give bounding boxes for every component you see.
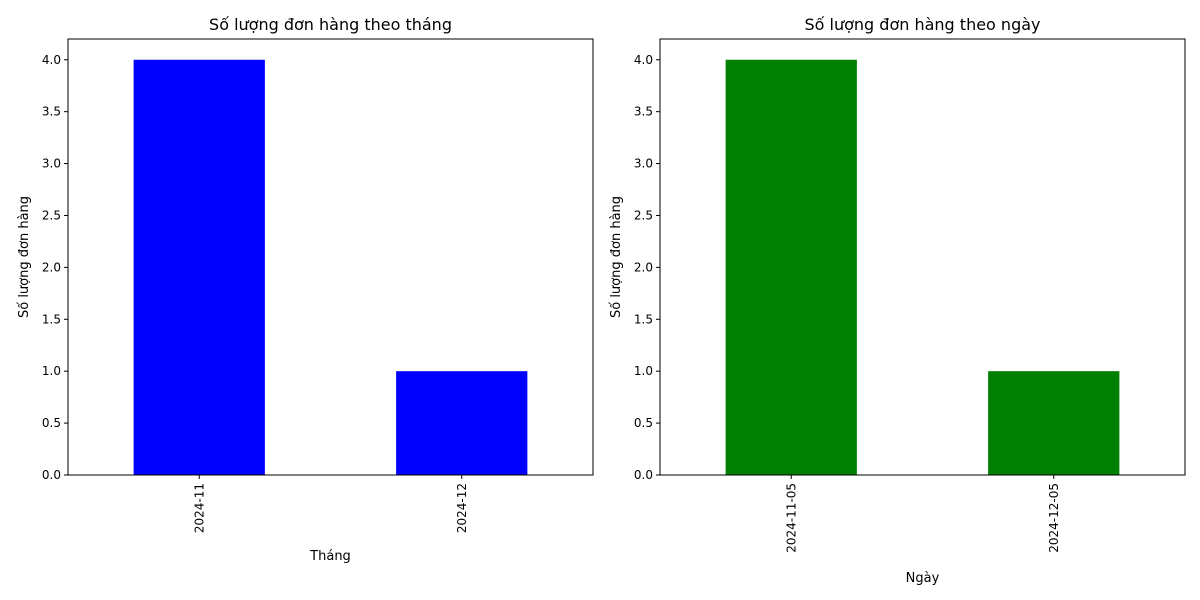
y-axis-label: Số lượng đơn hàng	[17, 196, 32, 318]
chart-title: Số lượng đơn hàng theo tháng	[209, 15, 452, 34]
y-tick-label: 1.0	[42, 364, 61, 378]
bar-2024-11-05	[725, 59, 857, 476]
x-tick-label: 2024-11	[192, 483, 206, 533]
chart-orders-by-day: 0.0 0.5 1.0 1.5 2.0 2.5 3.0 3.5 4.0 2024-11-05 202…	[609, 15, 1186, 586]
plot-frame	[659, 38, 1186, 476]
y-axis-label: Số lượng đơn hàng	[609, 196, 624, 318]
plot-frame	[67, 38, 594, 476]
x-tick-label: 2024-12	[455, 483, 469, 533]
chart-orders-by-month: 0.0 0.5 1.0 1.5 2.0 2.5 3.0 3.5 4.0 2024-11 2024-1…	[17, 15, 594, 564]
y-tick-label: 1.5	[634, 312, 653, 326]
x-tick-label: 2024-11-05	[784, 483, 798, 553]
y-tick-label: 4.0	[42, 53, 61, 67]
y-tick-label: 2.0	[42, 260, 61, 274]
y-tick-label: 3.0	[42, 157, 61, 171]
y-tick-label: 1.5	[42, 312, 61, 326]
y-tick-label: 0.0	[634, 468, 653, 482]
y-tick-label: 2.5	[42, 208, 61, 222]
bar-2024-11	[133, 59, 265, 476]
x-axis-label: Tháng	[309, 549, 351, 564]
y-tick-label: 1.0	[634, 364, 653, 378]
y-tick-label: 3.5	[634, 105, 653, 119]
y-tick-label: 0.5	[42, 416, 61, 430]
y-tick-label: 0.0	[42, 468, 61, 482]
chart-title: Số lượng đơn hàng theo ngày	[805, 15, 1041, 34]
x-tick-label: 2024-12-05	[1047, 483, 1061, 553]
y-tick-label: 4.0	[634, 53, 653, 67]
bar-2024-12	[396, 371, 528, 475]
bar-2024-12-05	[988, 371, 1120, 475]
y-tick-label: 3.5	[42, 105, 61, 119]
y-tick-label: 2.5	[634, 208, 653, 222]
y-tick-label: 0.5	[634, 416, 653, 430]
y-tick-label: 2.0	[634, 260, 653, 274]
y-tick-label: 3.0	[634, 157, 653, 171]
x-axis-label: Ngày	[906, 571, 940, 586]
